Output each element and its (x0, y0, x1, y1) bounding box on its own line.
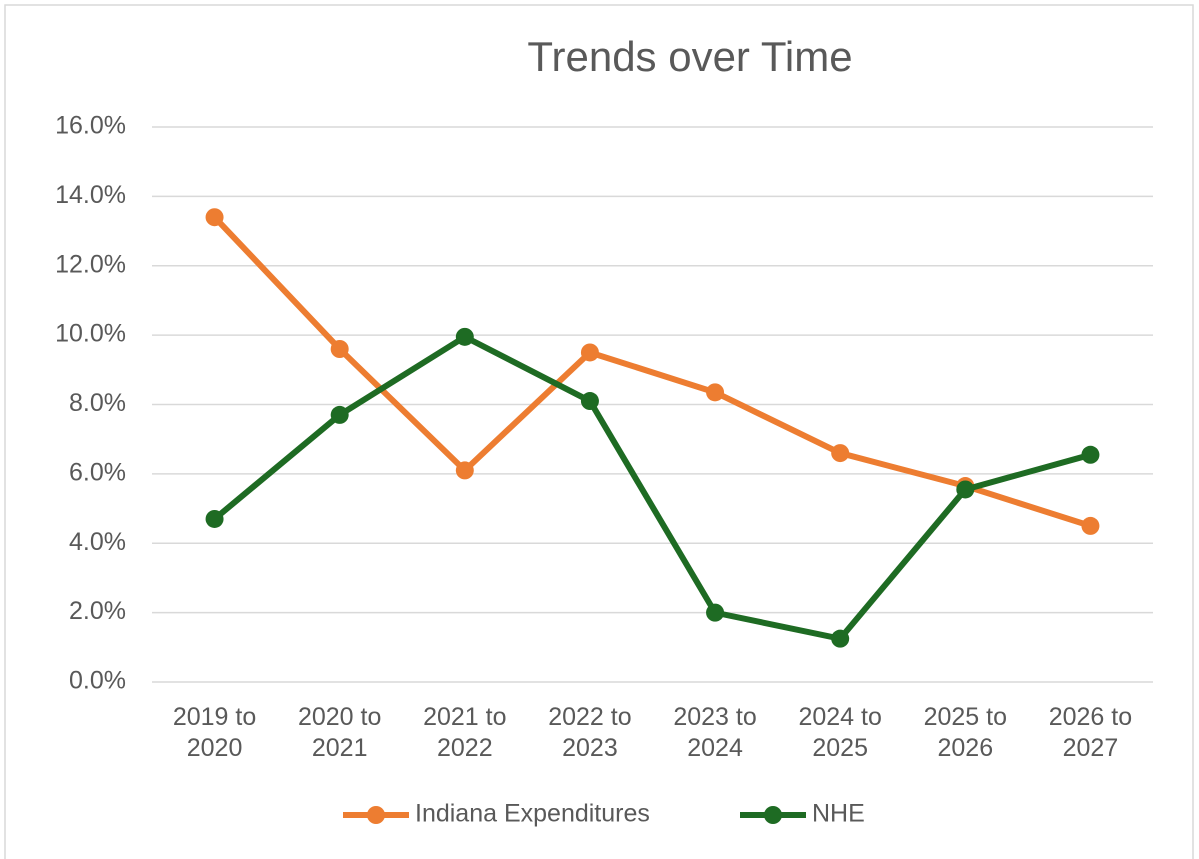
x-tick-label: 2020 to 2021 (297, 703, 382, 762)
y-tick-label: 4.0% (69, 528, 126, 556)
y-tick-label: 2.0% (69, 597, 126, 625)
data-point (956, 480, 975, 499)
y-tick-label: 12.0% (55, 250, 126, 278)
data-point (1081, 516, 1100, 535)
x-tick-label: 2024 to 2025 (798, 703, 882, 762)
data-point (205, 208, 224, 227)
x-tick-label: 2023 to 2024 (673, 703, 757, 762)
data-point (831, 444, 850, 463)
series-line (212, 333, 1092, 642)
data-point (580, 392, 599, 411)
legend-label: NHE (812, 800, 865, 828)
data-point (205, 509, 224, 528)
x-tick-label: 2026 to 2027 (1048, 703, 1133, 762)
x-tick-label: 2019 to 2020 (172, 703, 257, 762)
x-tick-label: 2021 to 2022 (423, 703, 507, 762)
y-tick-label: 16.0% (55, 112, 126, 140)
series-line (212, 215, 1092, 529)
data-point (330, 405, 349, 424)
data-point (1081, 445, 1100, 464)
x-tick-label: 2025 to 2026 (923, 703, 1008, 762)
data-point (706, 603, 725, 622)
y-tick-label: 6.0% (69, 458, 126, 486)
y-tick-label: 14.0% (55, 181, 126, 209)
data-point (580, 343, 599, 362)
chart-border (4, 4, 1194, 859)
data-point (455, 327, 474, 346)
y-tick-label: 8.0% (69, 389, 126, 417)
legend-label: Indiana Expenditures (415, 800, 650, 828)
data-point (330, 340, 349, 358)
legend-marker (367, 806, 385, 824)
x-tick-label: 2022 to 2023 (548, 703, 632, 762)
data-point (831, 629, 850, 648)
y-tick-label: 0.0% (69, 667, 126, 695)
data-point (455, 461, 474, 480)
legend-marker (764, 806, 782, 824)
y-tick-label: 10.0% (55, 320, 126, 348)
chart-title: Trends over Time (527, 33, 852, 80)
data-point (706, 383, 725, 402)
